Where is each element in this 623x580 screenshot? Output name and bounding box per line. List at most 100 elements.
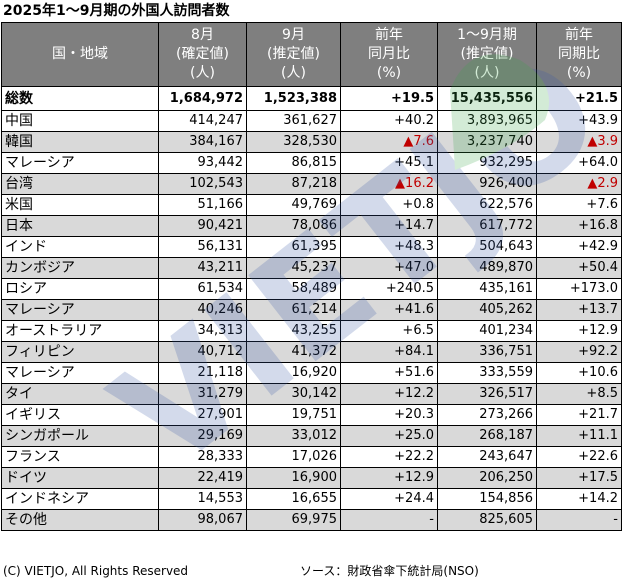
table-row: ドイツ 22,419 16,900 +12.9 206,250 +17.5: [1, 467, 622, 489]
header-august-line: 8月: [191, 27, 214, 43]
yoy-ytd-value: +17.5: [536, 467, 622, 489]
header-ytd: 1～9月期 (推定値) (人): [437, 22, 537, 87]
ytd-value: 3,893,965: [437, 110, 537, 132]
yoy-ytd-value: +50.4: [536, 257, 622, 279]
september-value: 33,012: [246, 425, 341, 447]
table-row: その他 98,067 69,975-825,605-: [1, 509, 622, 531]
september-value: 78,086: [246, 215, 341, 237]
copyright-text: (C) VIETJO, All Rights Reserved: [3, 564, 189, 578]
ytd-value: 15,435,556: [437, 86, 537, 111]
table-row: 韓国 384,167 328,530 ▲7.6 3,237,740 ▲3.9: [1, 131, 622, 153]
country-name: ロシア: [1, 278, 159, 300]
country-name: タイ: [1, 383, 159, 405]
country-name: インド: [1, 236, 159, 258]
country-name: オーストラリア: [1, 320, 159, 342]
header-yoy-month-line: (%): [376, 65, 402, 81]
august-value: 93,442: [158, 152, 247, 174]
country-name: マレーシア: [1, 299, 159, 321]
yoy-month-value: +6.5: [340, 320, 438, 342]
ytd-value: 489,870: [437, 257, 537, 279]
yoy-ytd-value: +10.6: [536, 362, 622, 384]
ytd-value: 206,250: [437, 467, 537, 489]
table-title: 2025年1～9月期の外国人訪問者数: [3, 3, 230, 19]
header-august-line: (人): [190, 65, 215, 81]
source-text: ソース：財政省傘下統計局(NSO): [300, 564, 479, 578]
ytd-value: 435,161: [437, 278, 537, 300]
ytd-value: 273,266: [437, 404, 537, 426]
yoy-month-value: +20.3: [340, 404, 438, 426]
august-value: 61,534: [158, 278, 247, 300]
september-value: 16,900: [246, 467, 341, 489]
ytd-value: 932,295: [437, 152, 537, 174]
yoy-month-value: ▲7.6: [340, 131, 438, 153]
table-row: マレーシア 93,442 86,815 +45.1 932,295 +64.0: [1, 152, 622, 174]
country-name: インドネシア: [1, 488, 159, 510]
august-value: 384,167: [158, 131, 247, 153]
yoy-ytd-value: ▲2.9: [536, 173, 622, 195]
header-yoy-ytd-line: 前年: [565, 27, 593, 43]
country-name: マレーシア: [1, 152, 159, 174]
country-name: フィリピン: [1, 341, 159, 363]
table-row: 日本 90,421 78,086 +14.7 617,772 +16.8: [1, 215, 622, 237]
ytd-value: 268,187: [437, 425, 537, 447]
ytd-value: 326,517: [437, 383, 537, 405]
yoy-month-value: +84.1: [340, 341, 438, 363]
september-value: 19,751: [246, 404, 341, 426]
table-row: インドネシア 14,553 16,655 +24.4 154,856 +14.2: [1, 488, 622, 510]
yoy-ytd-value: +7.6: [536, 194, 622, 216]
header-ytd-line: (人): [474, 65, 500, 81]
september-value: 61,214: [246, 299, 341, 321]
august-value: 29,169: [158, 425, 247, 447]
table-row: ロシア 61,534 58,489 +240.5 435,161 +173.0: [1, 278, 622, 300]
ytd-value: 504,643: [437, 236, 537, 258]
country-name: 総数: [1, 86, 159, 111]
country-name: ドイツ: [1, 467, 159, 489]
august-value: 51,166: [158, 194, 247, 216]
september-value: 43,255: [246, 320, 341, 342]
yoy-ytd-value: +173.0: [536, 278, 622, 300]
august-value: 28,333: [158, 446, 247, 468]
yoy-ytd-value: ▲3.9: [536, 131, 622, 153]
yoy-month-value: +51.6: [340, 362, 438, 384]
august-value: 27,901: [158, 404, 247, 426]
header-country: 国・地域: [1, 22, 159, 87]
ytd-value: 401,234: [437, 320, 537, 342]
yoy-ytd-value: +12.9: [536, 320, 622, 342]
yoy-month-value: +24.4: [340, 488, 438, 510]
ytd-value: 243,647: [437, 446, 537, 468]
total-row: 総数 1,684,972 1,523,388 +19.5 15,435,556 +21.5: [1, 86, 622, 111]
september-value: 1,523,388: [246, 86, 341, 111]
august-value: 90,421: [158, 215, 247, 237]
table-row: イギリス 27,901 19,751 +20.3 273,266 +21.7: [1, 404, 622, 426]
yoy-month-value: +41.6: [340, 299, 438, 321]
august-value: 40,712: [158, 341, 247, 363]
country-name: 中国: [1, 110, 159, 132]
september-value: 69,975: [246, 509, 341, 531]
yoy-month-value: +19.5: [340, 86, 438, 111]
august-value: 22,419: [158, 467, 247, 489]
yoy-ytd-value: +42.9: [536, 236, 622, 258]
header-september-line: (推定値): [267, 46, 320, 62]
ytd-value: 333,559: [437, 362, 537, 384]
yoy-ytd-value: +64.0: [536, 152, 622, 174]
yoy-ytd-value: +21.5: [536, 86, 622, 111]
header-row: 国・地域 8月 (確定値) (人) 9月 (推定値) (人) 前年 同月比 (%) 1～9月期 (推定…: [1, 22, 622, 87]
table-row: タイ 31,279 30,142 +12.2 326,517 +8.5: [1, 383, 622, 405]
september-value: 49,769: [246, 194, 341, 216]
september-value: 41,372: [246, 341, 341, 363]
yoy-ytd-value: +22.6: [536, 446, 622, 468]
header-yoy-month: 前年 同月比 (%): [340, 22, 438, 87]
august-value: 31,279: [158, 383, 247, 405]
header-ytd-line: 1～9月期: [457, 27, 517, 43]
ytd-value: 617,772: [437, 215, 537, 237]
table-row: フィリピン 40,712 41,372 +84.1 336,751 +92.2: [1, 341, 622, 363]
yoy-month-value: +40.2: [340, 110, 438, 132]
ytd-value: 926,400: [437, 173, 537, 195]
yoy-month-value: -: [340, 509, 438, 531]
country-name: 台湾: [1, 173, 159, 195]
yoy-ytd-value: +13.7: [536, 299, 622, 321]
september-value: 86,815: [246, 152, 341, 174]
ytd-value: 336,751: [437, 341, 537, 363]
table-row: シンガポール 29,169 33,012 +25.0 268,187 +11.1: [1, 425, 622, 447]
header-country-line: 国・地域: [52, 46, 108, 62]
